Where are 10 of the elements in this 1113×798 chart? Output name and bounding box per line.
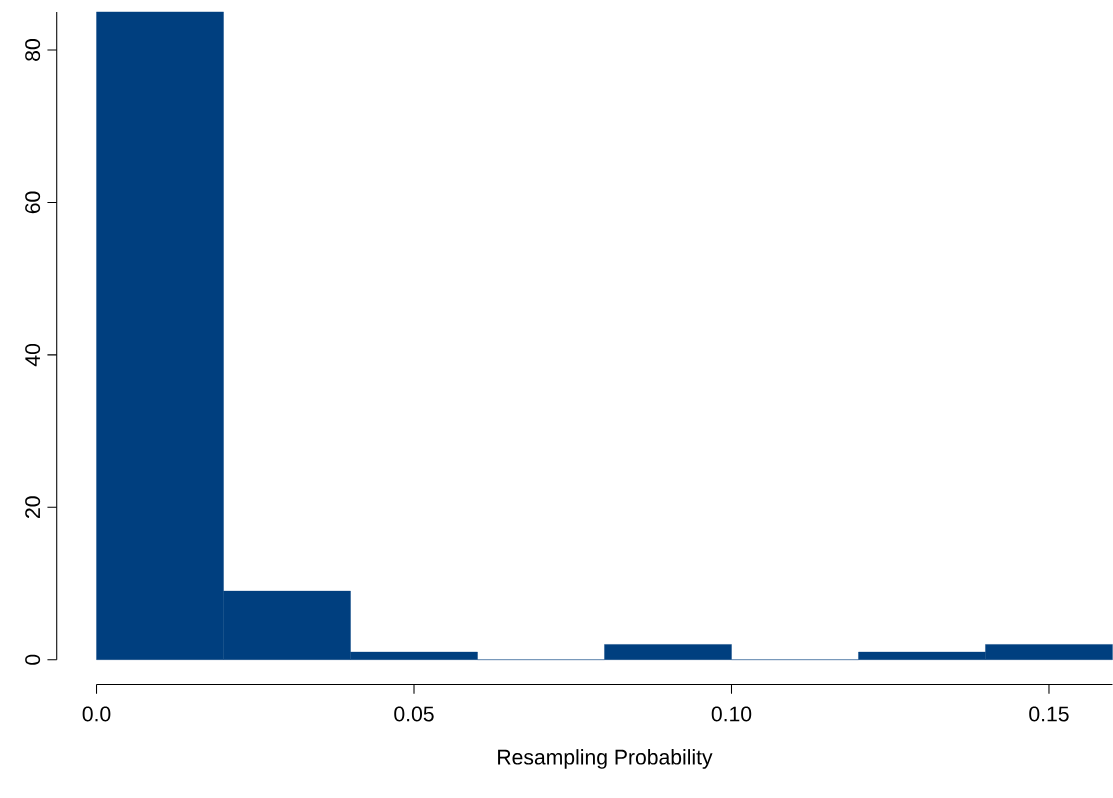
y-tick-label: 40 bbox=[25, 343, 41, 367]
y-tick-label: 0 bbox=[25, 654, 41, 665]
x-tick-label: 0.05 bbox=[394, 706, 434, 722]
y-tick-label: 80 bbox=[25, 39, 41, 61]
x-tick-label: 0.0 bbox=[82, 706, 111, 722]
x-axis-title: Resampling Probability bbox=[498, 749, 713, 769]
y-tick-label: 20 bbox=[25, 496, 41, 518]
x-tick-label: 0.10 bbox=[711, 706, 752, 722]
x-tick-label: 0.15 bbox=[1029, 706, 1069, 722]
y-tick-label: 60 bbox=[25, 191, 41, 214]
